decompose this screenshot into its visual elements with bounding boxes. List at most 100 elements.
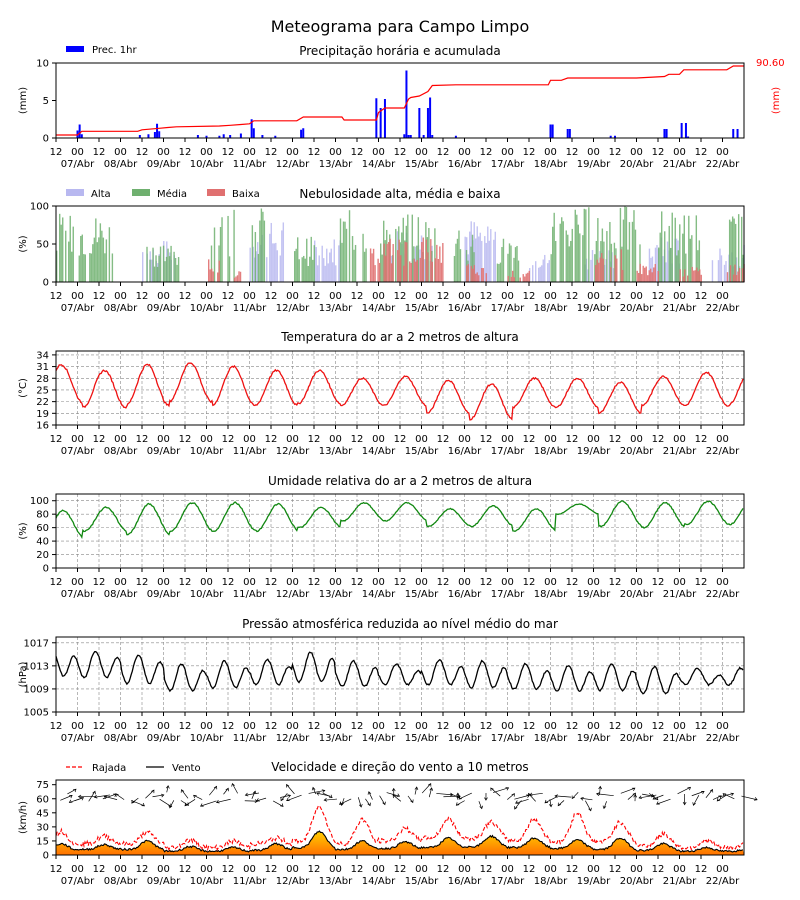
wind-arrow-head bbox=[93, 794, 98, 799]
cloud-bar-mid bbox=[609, 221, 611, 282]
cloud-bar-mid bbox=[453, 255, 456, 282]
wind-arrow bbox=[280, 794, 291, 798]
cloud-bar-low bbox=[372, 248, 375, 282]
panel-wind: Velocidade e direção do vento a 10 metro… bbox=[18, 760, 758, 887]
x-hour-label: 12 bbox=[222, 434, 235, 445]
cloud-bar-low bbox=[726, 272, 729, 282]
x-day-label: 09/Abr bbox=[147, 159, 181, 170]
legend-swatch-cloud bbox=[66, 189, 84, 196]
cloud-bar-low bbox=[602, 258, 604, 282]
x-day-label: 13/Abr bbox=[319, 589, 353, 600]
panel-title-precip: Precipitação horária e acumulada bbox=[299, 44, 501, 58]
cloud-bar-mid bbox=[688, 215, 690, 282]
x-hour-label: 12 bbox=[50, 434, 63, 445]
wind-arrow-head bbox=[225, 787, 229, 792]
x-hour-label: 00 bbox=[329, 147, 342, 158]
cloud-bar-mid bbox=[263, 220, 266, 282]
cloud-bar-high bbox=[612, 268, 615, 282]
wind-arrow bbox=[653, 794, 664, 800]
cloud-bar-low bbox=[437, 259, 440, 282]
temperature-line bbox=[55, 362, 744, 421]
cloud-bar-high bbox=[587, 269, 589, 282]
cloud-bar-mid bbox=[594, 254, 596, 282]
x-hour-label: 00 bbox=[200, 291, 213, 302]
precip-bar bbox=[418, 108, 421, 138]
cloud-bar-mid bbox=[568, 246, 570, 282]
cloud-bar-mid bbox=[153, 266, 156, 282]
cloud-bar-high bbox=[725, 261, 727, 282]
x-day-label: 17/Abr bbox=[491, 876, 525, 887]
x-hour-label: 12 bbox=[179, 434, 192, 445]
precip-bar bbox=[426, 108, 429, 138]
wind-arrow-head bbox=[652, 796, 657, 800]
x-hour-label: 00 bbox=[630, 577, 643, 588]
x-hour-label: 12 bbox=[652, 721, 665, 732]
wind-arrow bbox=[599, 786, 601, 796]
x-hour-label: 12 bbox=[93, 721, 106, 732]
cloud-bar-high bbox=[249, 247, 251, 282]
x-hour-label: 00 bbox=[157, 291, 170, 302]
wind-arrow-head bbox=[92, 790, 96, 795]
x-hour-label: 12 bbox=[265, 864, 278, 875]
wind-arrow-head bbox=[180, 789, 185, 793]
cloud-bar-mid bbox=[257, 253, 260, 282]
x-hour-label: 12 bbox=[566, 434, 579, 445]
cloud-bar-mid bbox=[312, 259, 314, 282]
wind-arrow-head bbox=[200, 803, 204, 807]
x-day-label: 14/Abr bbox=[362, 159, 396, 170]
wind-arrow-head bbox=[77, 794, 82, 799]
precip-bar bbox=[403, 134, 406, 138]
precip-bar bbox=[409, 135, 412, 138]
cloud-bar-low bbox=[650, 268, 652, 282]
x-day-label: 14/Abr bbox=[362, 303, 396, 314]
wind-arrow-head bbox=[115, 793, 119, 797]
wind-arrow-head bbox=[166, 785, 170, 789]
wind-arrow-head bbox=[754, 797, 758, 801]
x-hour-label: 12 bbox=[480, 434, 493, 445]
wind-arrow bbox=[357, 797, 362, 808]
cloud-bar-mid bbox=[571, 228, 573, 282]
cloud-bar-mid bbox=[595, 240, 598, 282]
y-axis-label-right: (mm) bbox=[771, 87, 782, 114]
precip-bar bbox=[239, 133, 242, 138]
cloud-bar-mid bbox=[731, 216, 734, 282]
x-hour-label: 12 bbox=[179, 147, 192, 158]
cloud-bar-low bbox=[470, 265, 472, 282]
x-day-label: 15/Abr bbox=[405, 733, 439, 744]
x-day-label: 15/Abr bbox=[405, 303, 439, 314]
x-hour-label: 12 bbox=[50, 147, 63, 158]
x-hour-label: 12 bbox=[265, 147, 278, 158]
cloud-bar-mid bbox=[579, 233, 581, 282]
cloud-bar-mid bbox=[262, 211, 264, 282]
cloud-bar-mid bbox=[639, 244, 641, 282]
cloud-bar-high bbox=[423, 259, 426, 282]
cloud-bar-mid bbox=[501, 247, 503, 282]
wind-arrow bbox=[286, 794, 302, 802]
cloud-bar-low bbox=[645, 266, 647, 282]
cloud-bar-low bbox=[409, 261, 411, 282]
x-hour-label: 12 bbox=[308, 147, 321, 158]
x-hour-label: 00 bbox=[286, 864, 299, 875]
precip-bar bbox=[431, 135, 434, 138]
wind-arrow bbox=[69, 797, 82, 803]
plot-border bbox=[55, 205, 745, 283]
wind-arrow bbox=[580, 797, 593, 801]
cloud-bar-mid bbox=[68, 241, 70, 282]
cloud-bar-mid bbox=[303, 255, 305, 282]
x-hour-label: 12 bbox=[437, 434, 450, 445]
cloud-bar-mid bbox=[456, 238, 459, 282]
panel-title-temperature: Temperatura do ar a 2 metros de altura bbox=[280, 330, 519, 344]
x-hour-label: 12 bbox=[50, 577, 63, 588]
x-hour-label: 00 bbox=[587, 291, 600, 302]
cloud-bar-low bbox=[371, 253, 373, 282]
x-hour-label: 00 bbox=[329, 864, 342, 875]
cloud-bar-mid bbox=[498, 264, 500, 282]
cloud-bar-high bbox=[479, 232, 481, 282]
cloud-bar-high bbox=[487, 226, 489, 282]
cloud-bar-low bbox=[651, 272, 653, 282]
precip-bar bbox=[454, 135, 457, 138]
wind-arrow-head bbox=[716, 797, 721, 802]
cloud-bar-low bbox=[466, 265, 468, 282]
x-hour-label: 00 bbox=[544, 864, 557, 875]
wind-arrow bbox=[677, 787, 691, 795]
